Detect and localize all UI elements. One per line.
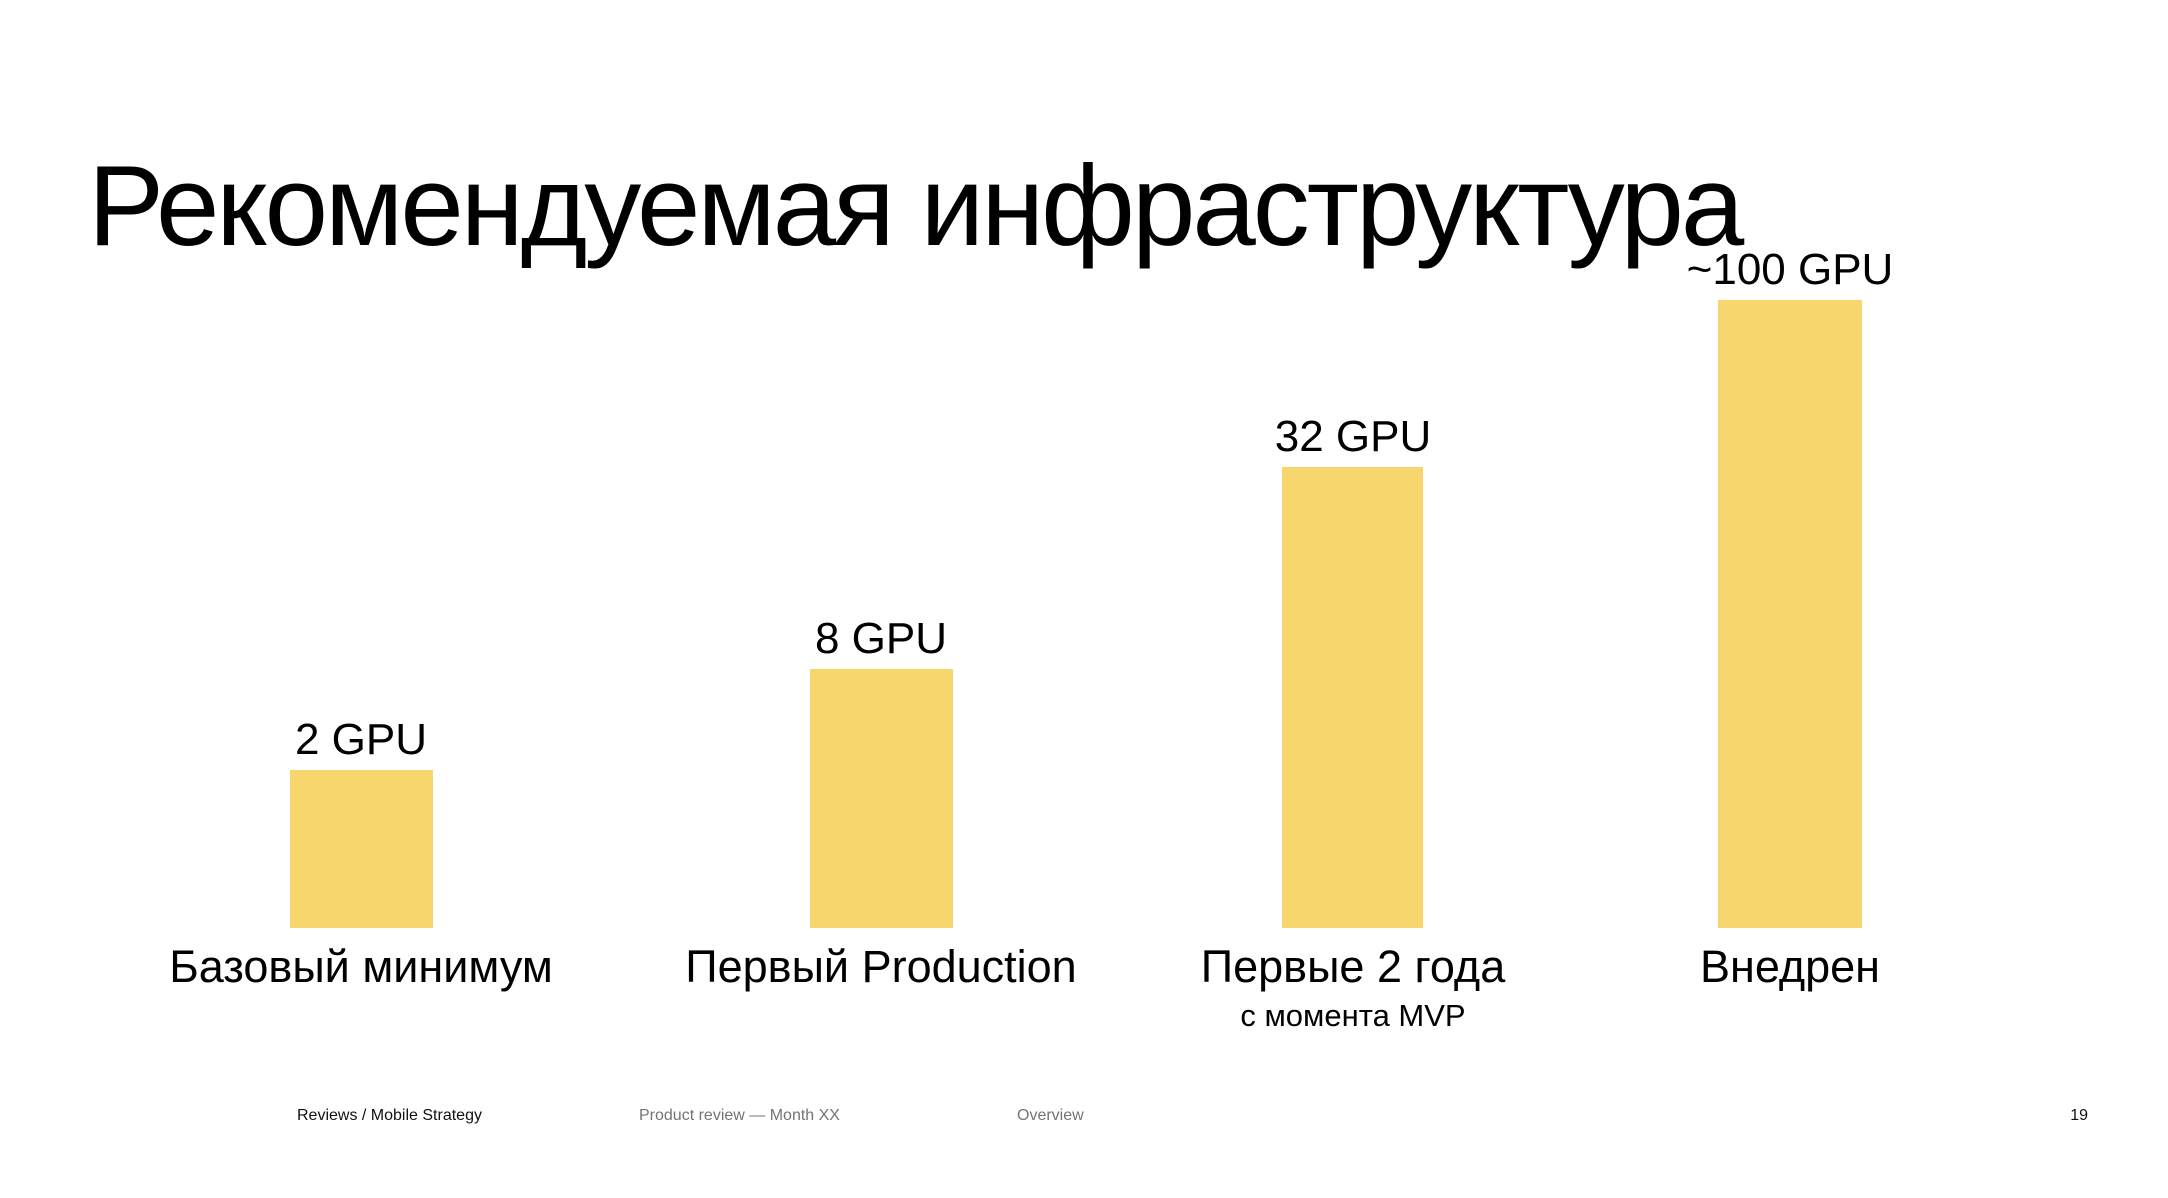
footer-project-label: Reviews / Mobile Strategy <box>297 1107 482 1124</box>
bar-subcategory-label: с момента MVP <box>1240 998 1466 1033</box>
bar-value-label: 32 GPU <box>1274 412 1432 461</box>
bar-value-label: ~100 GPU <box>1686 245 1894 294</box>
slide-title: Рекомендуемая инфраструктура <box>88 143 1744 271</box>
bar-category-label: Первые 2 года <box>1200 941 1506 992</box>
bar <box>810 669 953 928</box>
bar-value-label: 8 GPU <box>814 614 948 663</box>
bar <box>1718 300 1862 928</box>
bar-category-label: Внедрен <box>1699 941 1881 992</box>
page-number: 19 <box>2070 1107 2088 1124</box>
footer-review-label: Product review — Month XX <box>639 1107 840 1124</box>
bar-category-label: Первый Production <box>685 941 1077 992</box>
footer-section-label: Overview <box>1017 1107 1084 1124</box>
bar-value-label: 2 GPU <box>294 715 428 764</box>
bar <box>1282 467 1423 928</box>
bar <box>290 770 433 928</box>
bar-category-label: Базовый минимум <box>169 941 553 992</box>
